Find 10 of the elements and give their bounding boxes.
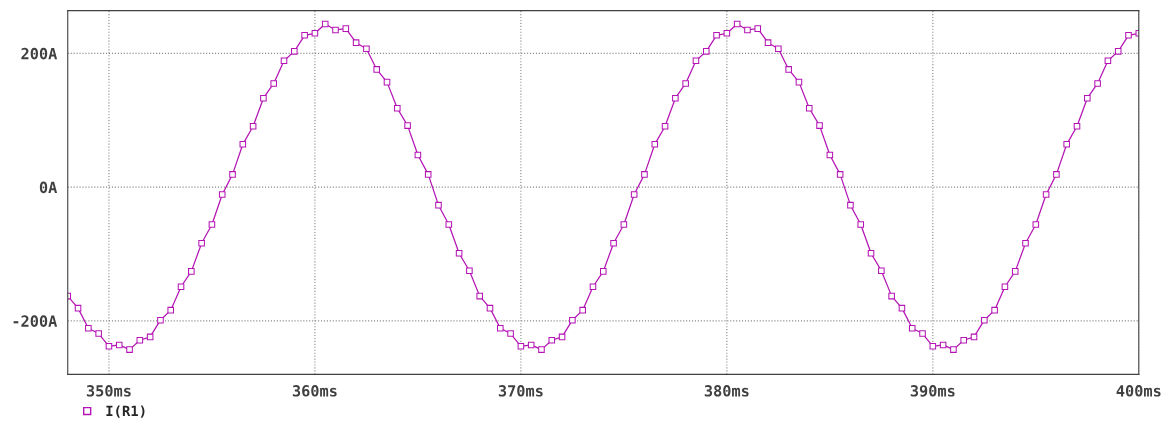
x-tick-label: 400ms [1116,385,1161,397]
legend-label: I(R1) [106,405,145,418]
x-tick-label: 390ms [910,385,955,397]
x-tick-label: 350ms [86,385,131,397]
x-tick-label: 360ms [292,385,337,397]
y-tick-label: 200A [21,47,58,60]
x-tick-label: 380ms [704,385,749,397]
x-tick-label: 370ms [498,385,543,397]
y-tick-label: 0A [39,181,58,194]
y-tick-label: -200A [13,315,58,327]
